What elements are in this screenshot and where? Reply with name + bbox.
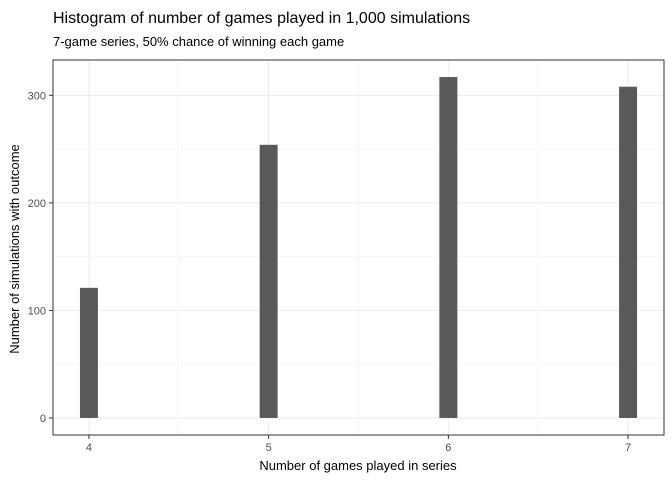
x-tick-label-4: 4 (86, 442, 92, 454)
plot-panel (52, 59, 665, 436)
y-tick-label-300: 300 (28, 90, 46, 102)
grid-lines (53, 60, 664, 435)
y-tick-label-100: 100 (28, 305, 46, 317)
bar-5 (259, 144, 278, 418)
x-tick-label-6: 6 (445, 442, 451, 454)
bar-7 (619, 86, 638, 418)
chart-title: Histogram of number of games played in 1… (53, 10, 470, 27)
bar-4 (79, 287, 98, 418)
x-axis: 4 5 6 7 (86, 435, 631, 454)
x-axis-title: Number of games played in series (259, 458, 457, 473)
chart-subtitle: 7-game series, 50% chance of winning eac… (53, 34, 344, 49)
y-axis: 0 100 200 300 (28, 90, 53, 425)
y-axis-title: Number of simulations with outcome (7, 144, 22, 354)
x-tick-label-7: 7 (625, 442, 631, 454)
bar-6 (439, 77, 458, 418)
x-tick-label-5: 5 (266, 442, 272, 454)
bars (79, 77, 638, 418)
y-tick-label-0: 0 (40, 413, 46, 425)
y-tick-label-200: 200 (28, 198, 46, 210)
